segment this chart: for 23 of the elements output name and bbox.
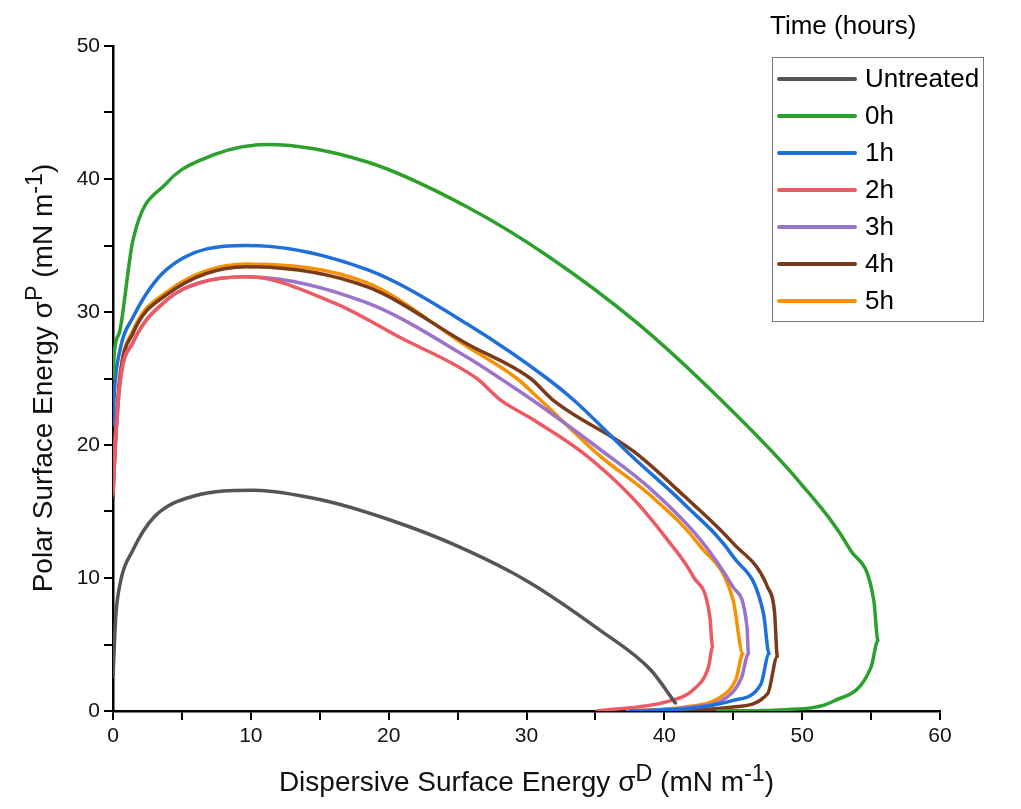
- legend-label: 4h: [865, 247, 894, 280]
- legend-label: 3h: [865, 210, 894, 243]
- y-tick-label: 20: [76, 431, 100, 455]
- legend-label: 1h: [865, 136, 894, 169]
- x-tick-label: 30: [514, 723, 539, 747]
- y-tick-label: 30: [76, 298, 100, 322]
- line-series: [113, 488, 678, 705]
- y-tick-label: 40: [76, 165, 100, 189]
- y-tick-label: 10: [76, 564, 100, 588]
- y-tick-label: 0: [88, 697, 100, 721]
- legend-label: 2h: [865, 173, 894, 206]
- legend-label: Untreated: [865, 62, 980, 95]
- x-tick-label: 20: [376, 723, 401, 747]
- x-tick-label: 60: [928, 723, 952, 747]
- legend-label: 0h: [865, 99, 894, 132]
- x-tick-label: 0: [107, 723, 119, 747]
- legend-title: Time (hours): [770, 10, 917, 41]
- x-tick-label: 50: [790, 723, 814, 747]
- x-axis-title: Dispersive Surface Energy σ$^{D}$ (mN m$^{-1}$): [277, 760, 776, 799]
- legend-label: 5h: [865, 284, 894, 317]
- x-tick-label: 40: [652, 723, 677, 747]
- y-tick-label: 50: [76, 32, 100, 56]
- x-tick-label: 10: [239, 723, 263, 747]
